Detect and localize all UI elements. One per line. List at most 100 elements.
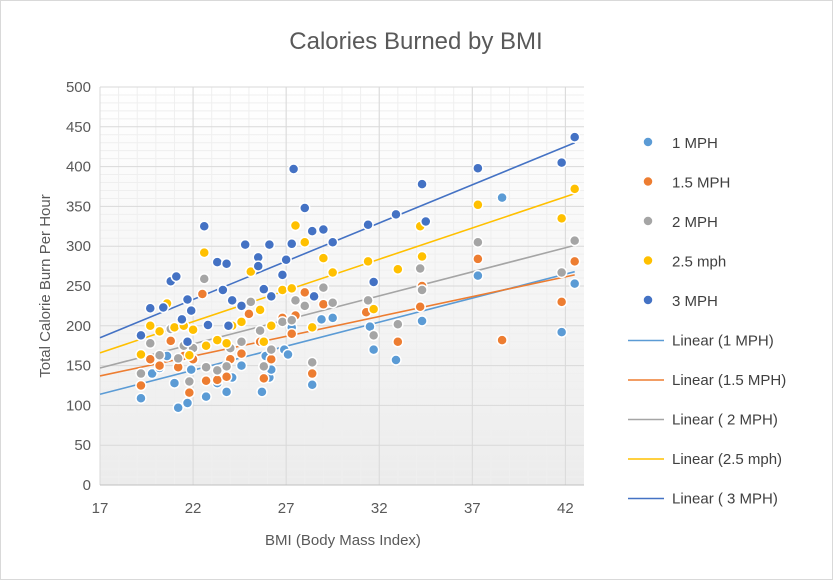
data-point — [306, 321, 318, 334]
data-point — [243, 308, 255, 320]
data-point — [315, 313, 328, 326]
data-point — [185, 304, 197, 317]
data-point — [256, 386, 268, 398]
data-point — [285, 328, 298, 340]
data-point — [326, 266, 339, 279]
data-point — [181, 293, 194, 306]
data-point — [239, 238, 251, 251]
y-tick-label: 0 — [83, 477, 91, 494]
y-tick-label: 500 — [66, 79, 91, 96]
data-point — [265, 290, 278, 303]
data-point — [299, 236, 311, 248]
data-point — [367, 303, 380, 315]
legend-label: 2.5 mph — [672, 254, 726, 271]
data-point — [235, 347, 248, 360]
x-tick-label: 32 — [371, 500, 388, 517]
data-point — [146, 367, 158, 380]
data-point — [472, 199, 484, 211]
legend-label: Linear ( 2 MPH) — [672, 412, 778, 429]
data-point — [263, 238, 276, 251]
data-point — [198, 246, 210, 259]
data-point — [420, 215, 432, 228]
data-point — [568, 234, 581, 247]
data-point — [326, 236, 339, 248]
y-tick-label: 300 — [66, 238, 91, 255]
data-point — [222, 320, 235, 332]
data-point — [135, 329, 147, 342]
data-point — [168, 377, 181, 389]
data-point — [235, 316, 248, 328]
data-point — [220, 370, 233, 383]
legend-marker — [642, 175, 654, 188]
legend-label: Linear (2.5 mph) — [672, 451, 782, 468]
data-point — [472, 253, 484, 265]
x-tick-label: 37 — [464, 500, 481, 517]
data-point — [285, 314, 298, 326]
data-point — [157, 301, 170, 314]
data-point — [299, 300, 311, 312]
data-point — [168, 321, 181, 334]
data-point — [555, 156, 568, 169]
data-point — [496, 334, 508, 346]
data-point — [265, 320, 278, 332]
data-point — [153, 325, 166, 338]
data-point — [198, 220, 210, 233]
data-point — [211, 334, 224, 346]
data-point — [472, 162, 484, 174]
data-point — [258, 335, 270, 348]
data-point — [317, 281, 330, 294]
data-point — [176, 313, 188, 326]
data-point — [285, 238, 298, 250]
data-point — [568, 277, 581, 290]
data-point — [568, 255, 581, 268]
data-point — [317, 298, 330, 311]
data-point — [135, 392, 147, 404]
y-tick-label: 100 — [66, 397, 91, 414]
data-point — [200, 374, 212, 387]
data-point — [135, 348, 147, 361]
data-point — [416, 178, 428, 190]
data-point — [555, 296, 568, 308]
y-tick-label: 250 — [66, 278, 91, 295]
data-point — [392, 318, 404, 330]
data-point — [252, 260, 264, 272]
data-point — [472, 236, 484, 248]
data-point — [258, 283, 270, 295]
data-point — [245, 265, 257, 278]
data-point — [258, 372, 270, 385]
data-point — [185, 363, 197, 376]
data-point — [164, 335, 177, 347]
data-point — [326, 312, 339, 324]
y-tick-label: 400 — [66, 159, 91, 176]
data-point — [254, 304, 266, 316]
data-point — [258, 360, 270, 373]
legend-marker — [642, 294, 654, 306]
legend-label: Linear (1 MPH) — [672, 333, 774, 350]
data-point — [414, 262, 426, 275]
data-point — [367, 343, 380, 356]
data-point — [181, 335, 194, 348]
data-point — [367, 276, 380, 288]
y-tick-label: 50 — [74, 437, 91, 454]
data-point — [299, 202, 311, 214]
x-tick-label: 17 — [92, 500, 109, 517]
data-point — [362, 294, 374, 307]
legend-label: Linear ( 3 MPH) — [672, 491, 778, 508]
data-point — [187, 324, 199, 336]
data-point — [183, 349, 196, 362]
data-point — [220, 360, 233, 373]
x-tick-label: 42 — [557, 500, 574, 517]
data-point — [282, 348, 294, 361]
x-tick-label: 22 — [185, 500, 202, 517]
data-point — [211, 374, 224, 386]
x-tick-labels: 17 22 27 32 37 42 — [92, 500, 574, 517]
data-point — [144, 320, 157, 332]
data-point — [170, 270, 183, 283]
data-point — [265, 343, 278, 356]
data-point — [416, 250, 428, 263]
data-point — [306, 367, 318, 380]
data-point — [414, 300, 426, 313]
data-point — [196, 288, 209, 300]
data-point — [135, 367, 147, 380]
data-point — [280, 253, 292, 266]
